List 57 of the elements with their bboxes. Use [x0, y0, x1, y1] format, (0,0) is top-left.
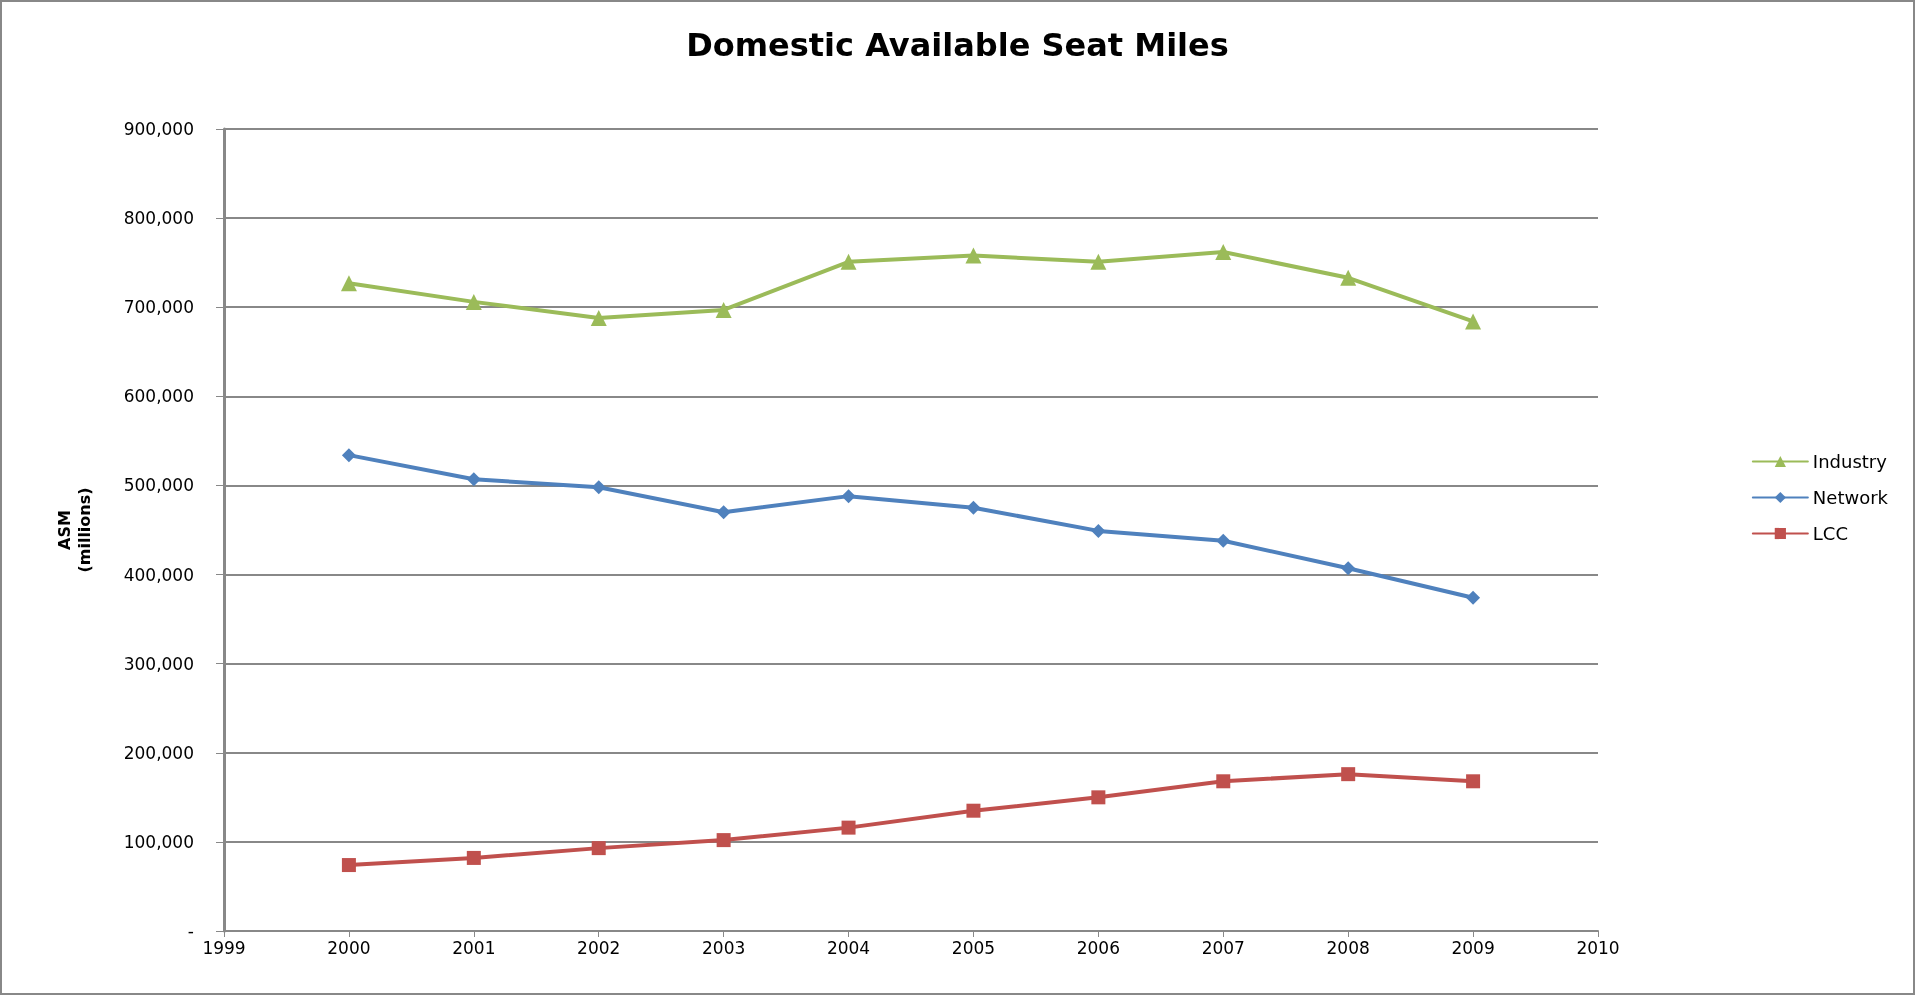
- point: [1216, 533, 1231, 548]
- y-tick-label: 100,000: [123, 831, 194, 852]
- y-tick-label: 700,000: [123, 297, 194, 318]
- point: [591, 480, 606, 495]
- chart-title: Domestic Available Seat Miles: [686, 26, 1229, 64]
- x-tick-label: 2002: [577, 937, 621, 958]
- x-tick-label: 2000: [327, 937, 371, 958]
- point: [1340, 269, 1357, 286]
- point: [340, 275, 357, 292]
- y-tick-label: 400,000: [123, 564, 194, 585]
- point: [1216, 774, 1231, 789]
- point: [966, 500, 981, 515]
- point: [965, 247, 982, 264]
- point: [716, 505, 731, 520]
- point: [966, 803, 981, 818]
- point: [841, 820, 856, 835]
- point: [715, 301, 732, 318]
- x-tick-label: 2009: [1451, 937, 1495, 958]
- x-tick-label: 2010: [1576, 937, 1620, 958]
- x-tick-label: 2008: [1326, 937, 1370, 958]
- legend-label: Network: [1812, 487, 1889, 508]
- point: [1466, 774, 1481, 789]
- point: [840, 253, 857, 270]
- point: [1466, 590, 1481, 605]
- y-tick-label: 200,000: [123, 742, 194, 763]
- point: [1215, 243, 1232, 260]
- y-tick-label: 900,000: [123, 119, 194, 139]
- point: [341, 858, 356, 873]
- y-tick-label: 600,000: [123, 386, 194, 407]
- x-tick-label: 2007: [1201, 937, 1245, 958]
- point: [341, 448, 356, 463]
- y-tick-label: 300,000: [123, 653, 194, 674]
- y-tick-label: -: [187, 921, 194, 941]
- x-tick-label: 2001: [452, 937, 496, 958]
- point: [716, 833, 731, 848]
- point: [591, 841, 606, 856]
- point: [465, 293, 482, 310]
- point: [1091, 523, 1106, 538]
- legend-label: LCC: [1812, 523, 1849, 544]
- y-tick-label: 500,000: [123, 475, 194, 496]
- x-tick-label: 2006: [1076, 937, 1120, 958]
- point: [1465, 313, 1482, 330]
- point: [590, 309, 607, 326]
- point: [1341, 767, 1356, 782]
- point: [1091, 790, 1106, 805]
- x-tick-label: 2005: [951, 937, 996, 958]
- point: [841, 489, 856, 504]
- point: [466, 472, 481, 487]
- x-tick-label: 1999: [202, 937, 246, 958]
- point: [466, 850, 481, 865]
- legend-label: Industry: [1812, 451, 1888, 472]
- y-axis-title: ASM (millions): [54, 487, 94, 573]
- point: [1341, 561, 1356, 576]
- x-tick-label: 2003: [702, 937, 746, 958]
- y-tick-label: 800,000: [123, 208, 194, 229]
- point: [1090, 253, 1107, 270]
- x-tick-label: 2004: [826, 937, 871, 958]
